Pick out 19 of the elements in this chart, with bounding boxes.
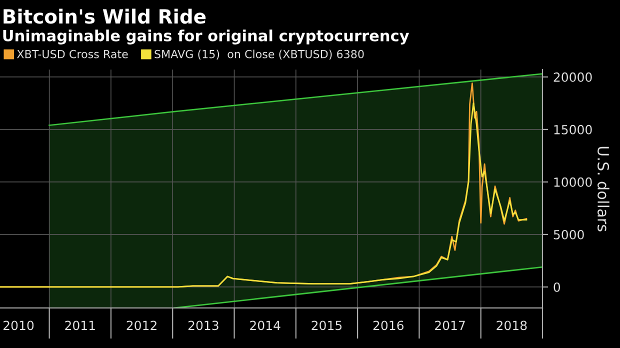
- y-tick-label: 10000: [554, 177, 592, 187]
- y-tick-label: 15000: [554, 124, 592, 134]
- legend-label: XBT-USD Cross Rate: [17, 50, 128, 58]
- chart-title: Bitcoin's Wild Ride: [4, 8, 206, 24]
- x-tick-label: 2016: [373, 320, 404, 330]
- chart-subtitle: Unimaginable gains for original cryptocurrency: [3, 30, 410, 44]
- x-tick-label: 2015: [312, 320, 342, 330]
- x-tick-label: 2013: [188, 320, 218, 330]
- y-tick-label: 20000: [554, 72, 592, 82]
- x-tick-label: 2010: [4, 320, 34, 330]
- x-tick-label: 2017: [435, 320, 465, 330]
- y-axis-title: U.S. dollars: [598, 146, 610, 232]
- x-tick-label: 2014: [250, 320, 280, 330]
- legend-label: SMAVG (15) on Close (XBTUSD) 6380: [154, 50, 364, 60]
- y-tick-label: 5000: [554, 230, 584, 240]
- x-tick-label: 2011: [65, 320, 95, 330]
- x-tick-label: 2018: [496, 320, 527, 330]
- y-tick-label: 0: [554, 282, 560, 292]
- x-tick-label: 2012: [126, 320, 156, 330]
